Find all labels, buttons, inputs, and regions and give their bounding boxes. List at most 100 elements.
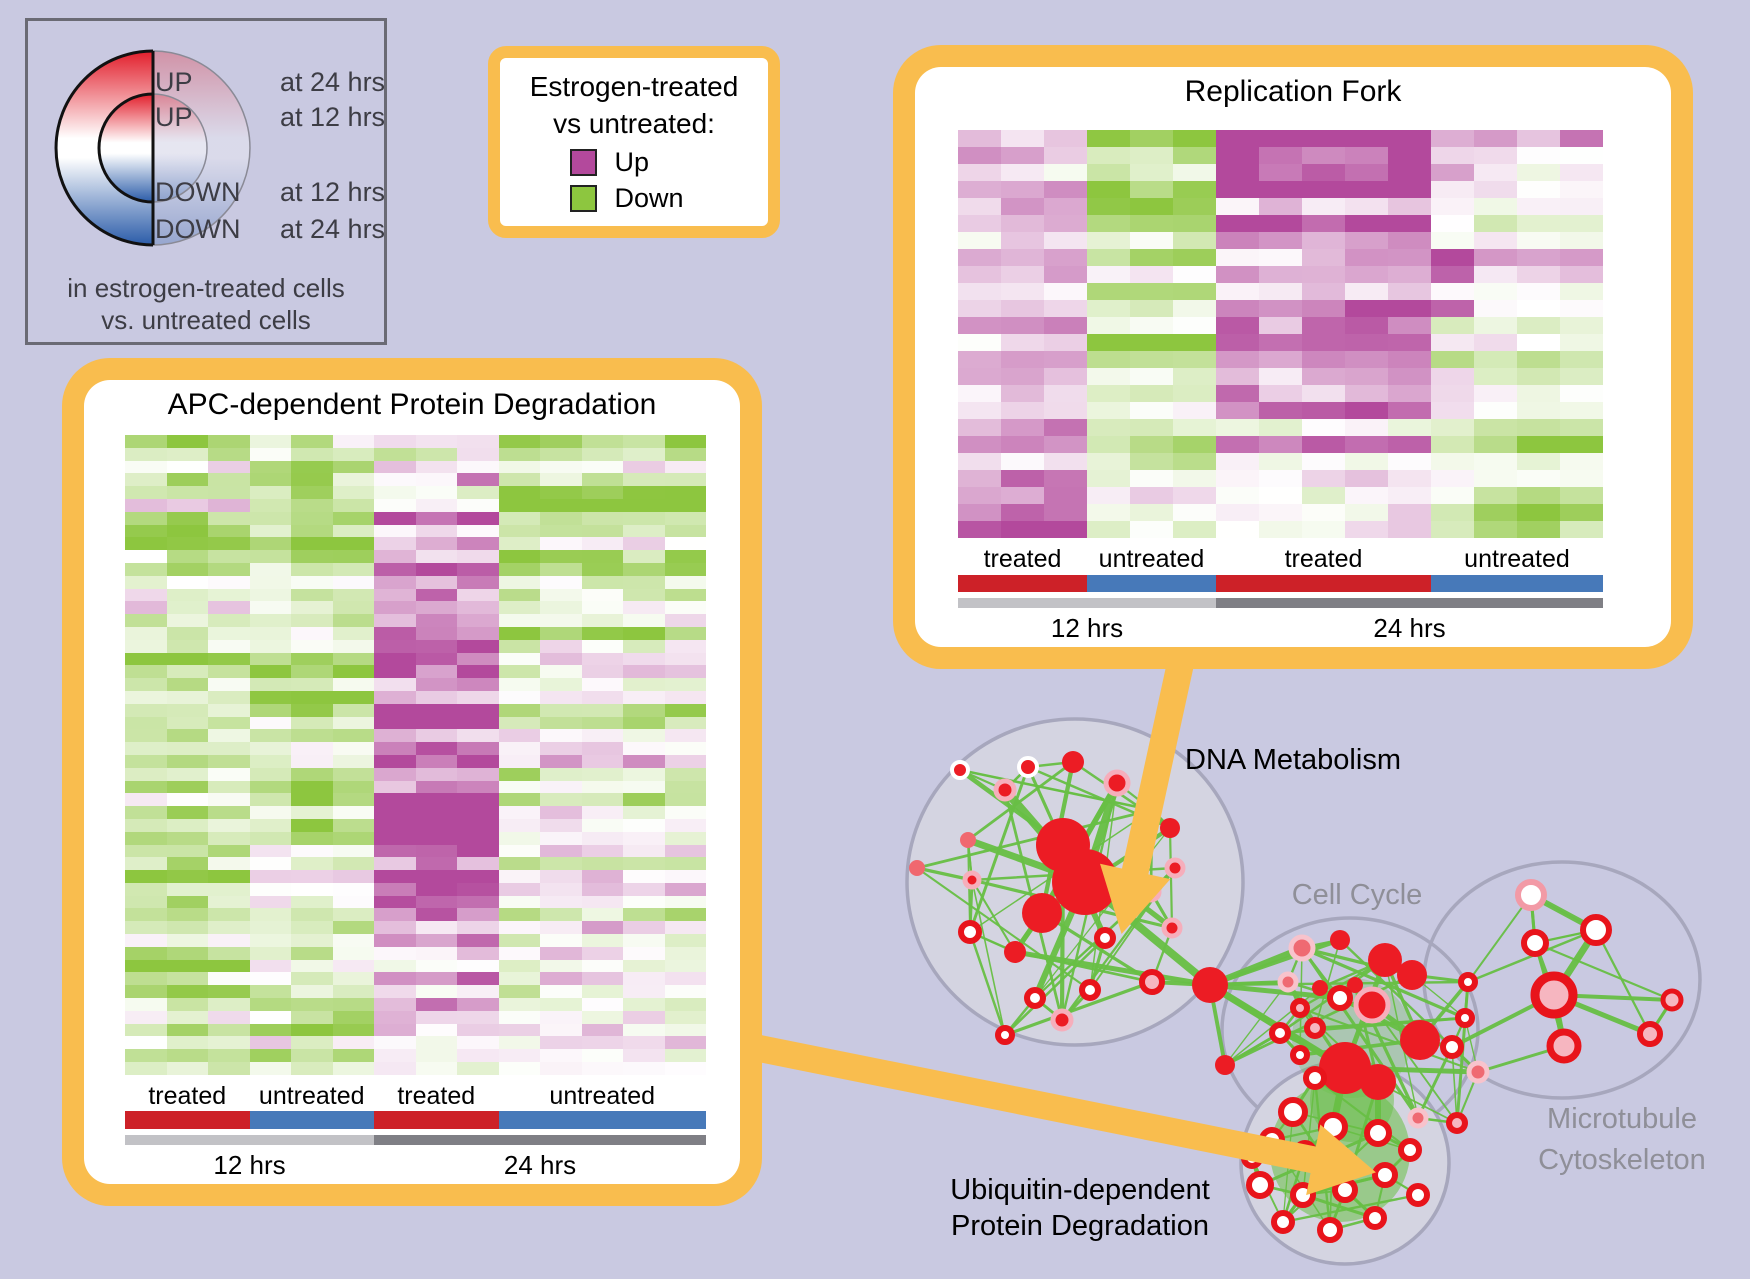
heatmap-cell xyxy=(1216,283,1259,300)
heatmap-cell xyxy=(1302,300,1345,317)
heatmap-cell xyxy=(1216,317,1259,334)
heatmap-cell xyxy=(1001,300,1044,317)
condition-bar-untreated xyxy=(1431,575,1603,592)
network-edge xyxy=(1298,958,1387,1010)
heatmap-cell xyxy=(1087,368,1130,385)
heatmap-cell xyxy=(415,639,457,653)
heatmap-cell xyxy=(1130,351,1173,368)
heatmap-cell xyxy=(208,895,250,909)
heatmap-cell xyxy=(1388,334,1431,351)
network-edge xyxy=(1463,980,1470,1020)
heatmap-row xyxy=(958,266,1603,283)
ring-time: at 12 hrs xyxy=(280,102,386,132)
heatmap-cell xyxy=(498,486,540,499)
heatmap-cell xyxy=(1560,181,1603,198)
heatmap-cell xyxy=(1388,368,1431,385)
heatmap-cell xyxy=(664,729,706,743)
heatmap-row xyxy=(958,232,1603,249)
heatmap-cell xyxy=(498,870,540,883)
network-edge xyxy=(1648,998,1674,1036)
heatmap-cell xyxy=(1044,164,1087,181)
network-node xyxy=(1458,972,1478,992)
heatmap-cell xyxy=(623,1049,665,1063)
network-node xyxy=(1406,1183,1430,1207)
heatmap-cell xyxy=(958,385,1001,402)
heatmap-cell xyxy=(457,626,499,640)
heatmap-cell xyxy=(249,1036,291,1050)
heatmap-cell xyxy=(166,1023,208,1037)
heatmap-cell xyxy=(1431,351,1474,368)
heatmap-cell xyxy=(291,601,333,615)
heatmap-cell xyxy=(581,959,623,973)
network-edge xyxy=(915,866,1092,992)
heatmap-cell xyxy=(415,601,457,615)
heatmap-cell xyxy=(581,780,623,794)
heatmap-cell xyxy=(623,601,665,615)
heatmap-cell xyxy=(208,818,250,832)
network-edge xyxy=(1251,1139,1273,1159)
heatmap-cell xyxy=(1001,164,1044,181)
heatmap-cell xyxy=(498,665,540,679)
heatmap-cell xyxy=(498,716,540,730)
heatmap-cell xyxy=(1388,283,1431,300)
network-node xyxy=(1660,988,1684,1012)
heatmap-cell xyxy=(332,998,374,1011)
heatmap-cell xyxy=(291,652,333,666)
network-node xyxy=(1446,1112,1468,1134)
heatmap-cell xyxy=(125,550,167,563)
heatmap-cell xyxy=(166,1062,208,1075)
network-edge xyxy=(1150,808,1172,830)
heatmap-cell xyxy=(1216,266,1259,283)
heatmap-cell xyxy=(581,665,623,679)
heatmap-cell xyxy=(291,934,333,947)
heatmap-cell xyxy=(1560,436,1603,453)
heatmap-cell xyxy=(1388,130,1431,147)
heatmap-cell xyxy=(374,473,416,487)
heatmap-cell xyxy=(664,959,706,973)
heatmap-cell xyxy=(1431,130,1474,147)
heatmap-cell xyxy=(1345,385,1388,402)
heatmap-cell xyxy=(581,946,623,960)
heatmap-cell xyxy=(664,742,706,755)
heatmap-cell xyxy=(664,870,706,883)
network-edge xyxy=(958,768,1007,792)
time-label: 24 hrs xyxy=(1373,613,1446,643)
network-edge xyxy=(1411,974,1466,1019)
heatmap-row xyxy=(958,385,1603,402)
heatmap-cell xyxy=(125,614,167,627)
heatmap-cell xyxy=(958,164,1001,181)
heatmap-row xyxy=(125,1049,706,1063)
heatmap-cell xyxy=(208,946,250,960)
heatmap-cell xyxy=(498,959,540,973)
network-edge xyxy=(1003,765,1030,792)
network-node xyxy=(958,920,982,944)
heatmap-cell xyxy=(125,729,167,743)
heatmap-cell xyxy=(1431,266,1474,283)
heatmap-cell xyxy=(1216,164,1259,181)
heatmap-cell xyxy=(457,511,499,525)
heatmap-cell xyxy=(249,767,291,781)
heatmap-cell xyxy=(208,857,250,871)
network-edge xyxy=(1304,1126,1334,1153)
heatmap-cell xyxy=(332,972,374,986)
heatmap-row xyxy=(958,504,1603,521)
heatmap-cell xyxy=(291,1010,333,1024)
heatmap-cell xyxy=(1474,436,1517,453)
heatmap-cell xyxy=(457,754,499,768)
heatmap-cell xyxy=(1001,215,1044,232)
heatmap-cell xyxy=(1560,300,1603,317)
network-edge xyxy=(1313,1076,1412,1152)
heatmap-cell xyxy=(664,716,706,730)
heatmap-cell xyxy=(125,1062,167,1075)
network-node xyxy=(1398,1138,1422,1162)
heatmap-cell xyxy=(415,908,457,922)
heatmap-cell xyxy=(958,504,1001,521)
heatmap-cell xyxy=(125,486,167,499)
heatmap-cell xyxy=(291,831,333,845)
heatmap-cell xyxy=(249,435,291,448)
heatmap-cell xyxy=(1087,164,1130,181)
heatmap-cell xyxy=(581,716,623,730)
heatmap-cell xyxy=(125,678,167,691)
heatmap-cell xyxy=(1001,147,1044,164)
heatmap-cell xyxy=(332,1023,374,1037)
